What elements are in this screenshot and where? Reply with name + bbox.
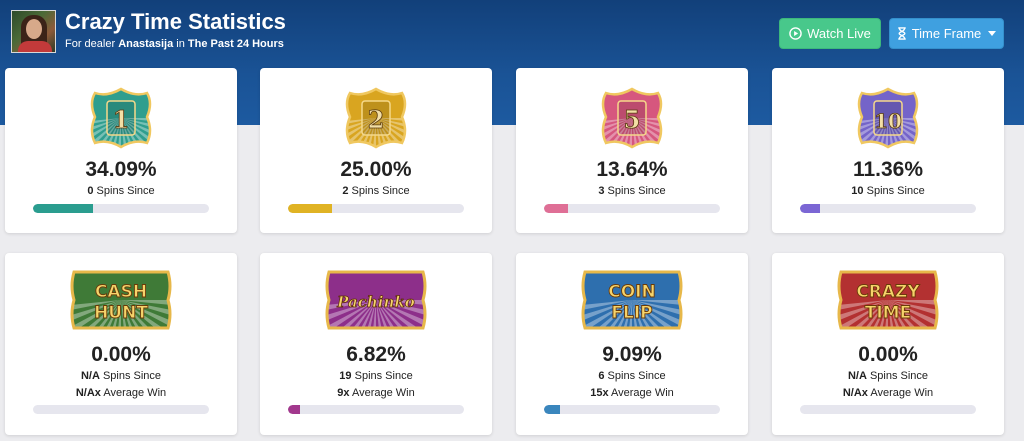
- hit-percentage: 25.00%: [340, 158, 412, 181]
- number-card-2: 2 25.00% 2 Spins Since: [260, 68, 492, 233]
- spins-since: 2 Spins Since: [260, 185, 492, 197]
- spins-since-count: 3: [598, 185, 605, 197]
- hit-percentage: 11.36%: [852, 158, 924, 181]
- page-subtitle: For dealer Anastasija in The Past 24 Hou…: [65, 38, 284, 50]
- dealer-name: Anastasija: [118, 38, 174, 50]
- frequency-bar-fill: [800, 204, 820, 213]
- spins-since-count: N/A: [80, 370, 100, 382]
- hit-percentage: 13.64%: [596, 158, 668, 181]
- coin-flip-card: COIN FLIP 9.09% 6 Spins Since 15x Average Wi…: [516, 253, 748, 435]
- badge-label-line1: CASH: [95, 282, 147, 302]
- spins-since-label: Spins Since: [607, 370, 666, 382]
- spins-since-label: Spins Since: [96, 185, 155, 197]
- spins-since-label: Spins Since: [869, 370, 929, 382]
- coin-flip-badge: COIN FLIP: [516, 268, 748, 332]
- frequency-bar: [288, 204, 464, 213]
- spins-since-count: 0: [87, 185, 94, 197]
- badge-label: 10: [874, 109, 902, 133]
- frequency-bar: [544, 405, 720, 414]
- spins-since: 6 Spins Since: [516, 370, 748, 382]
- spins-since-label: Spins Since: [354, 370, 413, 382]
- time-frame-dropdown[interactable]: Time Frame: [889, 18, 1004, 49]
- pachinko-card: Pachinko 6.82% 19 Spins Since 9x Average Wi…: [260, 253, 492, 435]
- spins-since-label: Spins Since: [102, 370, 162, 382]
- hit-percentage: 0.00%: [858, 343, 918, 366]
- watch-live-label: Watch Live: [807, 26, 871, 41]
- spins-since: 10 Spins Since: [772, 185, 1004, 197]
- spins-since-count: 6: [598, 370, 605, 382]
- frequency-bar: [800, 204, 976, 213]
- subtitle-prefix: For dealer: [65, 38, 116, 50]
- average-win-value: N/Ax: [842, 387, 868, 399]
- number-card-10: 10 11.36% 10 Spins Since: [772, 68, 1004, 233]
- spins-since-count: 2: [342, 185, 349, 197]
- frequency-bar-fill: [33, 204, 93, 213]
- average-win: N/Ax Average Win: [772, 387, 1004, 399]
- average-win-value: 15x: [590, 387, 609, 399]
- crazy-time-card: CRAZY TIME 0.00% N/A Spins Since N/Ax Averag…: [772, 253, 1004, 435]
- timeframe-text: The Past 24 Hours: [187, 38, 284, 50]
- hit-percentage: 34.09%: [85, 158, 157, 181]
- number-card-5: 5 13.64% 3 Spins Since: [516, 68, 748, 233]
- caret-down-icon: [988, 31, 997, 36]
- spins-since: N/A Spins Since: [772, 370, 1004, 382]
- frequency-bar: [544, 204, 720, 213]
- subtitle-mid: in: [176, 38, 185, 50]
- average-win-value: N/Ax: [75, 387, 101, 399]
- number-badge-1: 1: [5, 87, 237, 149]
- time-frame-label: Time Frame: [911, 26, 982, 41]
- average-win-value: 9x: [337, 387, 350, 399]
- spins-since: 19 Spins Since: [260, 370, 492, 382]
- watch-live-button[interactable]: Watch Live: [779, 18, 881, 49]
- pachinko-badge: Pachinko: [260, 268, 492, 332]
- badge-label: 5: [624, 105, 641, 134]
- badge-label-line1: Pachinko: [336, 293, 415, 311]
- spins-since-label: Spins Since: [866, 185, 925, 197]
- average-win-label: Average Win: [870, 387, 934, 399]
- spins-since-count: N/A: [847, 370, 867, 382]
- frequency-bar: [800, 405, 976, 414]
- badge-label-line2: FLIP: [611, 303, 652, 323]
- number-badge-10: 10: [772, 87, 1004, 149]
- frequency-bar-fill: [288, 405, 300, 414]
- average-win-label: Average Win: [351, 387, 415, 399]
- spins-since-label: Spins Since: [351, 185, 410, 197]
- spins-since-label: Spins Since: [607, 185, 666, 197]
- spins-since: 3 Spins Since: [516, 185, 748, 197]
- spins-since: 0 Spins Since: [5, 185, 237, 197]
- cash-hunt-badge: CASH HUNT: [5, 268, 237, 332]
- badge-label-line1: COIN: [608, 282, 655, 302]
- hit-percentage: 9.09%: [602, 343, 662, 366]
- badge-label: 1: [113, 105, 130, 134]
- hit-percentage: 0.00%: [91, 343, 151, 366]
- number-badge-2: 2: [260, 87, 492, 149]
- frequency-bar: [33, 204, 209, 213]
- badge-label: 2: [368, 105, 385, 134]
- dealer-avatar: [11, 10, 56, 53]
- spins-since-count: 10: [851, 185, 864, 197]
- frequency-bar-fill: [544, 204, 568, 213]
- number-badge-5: 5: [516, 87, 748, 149]
- spins-since: N/A Spins Since: [5, 370, 237, 382]
- frequency-bar: [288, 405, 464, 414]
- badge-label-line1: CRAZY: [856, 282, 920, 302]
- crazy-time-badge: CRAZY TIME: [772, 268, 1004, 332]
- average-win: 15x Average Win: [516, 387, 748, 399]
- badge-label-line2: HUNT: [94, 303, 148, 323]
- page-title: Crazy Time Statistics: [65, 9, 286, 34]
- spins-since-count: 19: [339, 370, 352, 382]
- play-circle-icon: [789, 27, 802, 40]
- frequency-bar-fill: [288, 204, 332, 213]
- hit-percentage: 6.82%: [346, 343, 406, 366]
- number-card-1: 1 34.09% 0 Spins Since: [5, 68, 237, 233]
- average-win-label: Average Win: [611, 387, 674, 399]
- badge-label-line2: TIME: [865, 303, 911, 323]
- frequency-bar-fill: [544, 405, 560, 414]
- average-win: 9x Average Win: [260, 387, 492, 399]
- cash-hunt-card: CASH HUNT 0.00% N/A Spins Since N/Ax Average…: [5, 253, 237, 435]
- average-win-label: Average Win: [103, 387, 167, 399]
- hourglass-icon: [897, 27, 906, 40]
- frequency-bar: [33, 405, 209, 414]
- average-win: N/Ax Average Win: [5, 387, 237, 399]
